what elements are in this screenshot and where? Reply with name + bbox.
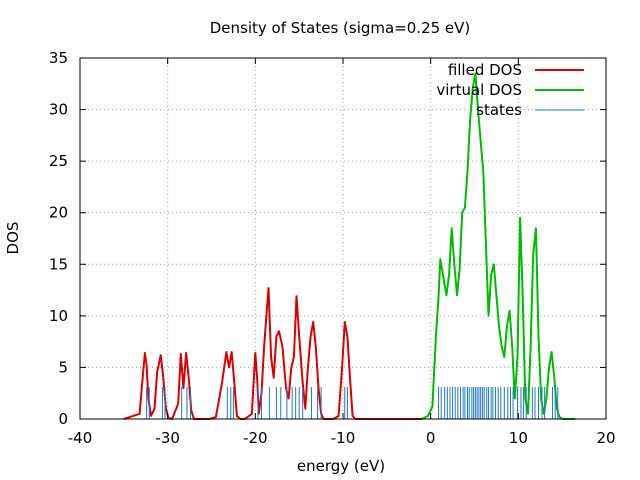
x-tick-label: 10	[509, 429, 528, 447]
y-tick-label: 0	[58, 410, 68, 428]
y-axis-label: DOS	[4, 222, 22, 255]
x-tick-label: -40	[68, 429, 93, 447]
y-tick-label: 5	[58, 358, 68, 376]
x-tick-label: -10	[331, 429, 356, 447]
y-tick-label: 25	[49, 152, 68, 170]
y-tick-label: 30	[49, 101, 68, 119]
axis-ticks: -40 -30 -20 -10 0 10 20 0 5 10 15 20 25 30 35	[49, 49, 616, 447]
x-tick-label: 20	[596, 429, 615, 447]
legend-label-states: states	[476, 101, 522, 119]
x-tick-label: 0	[426, 429, 436, 447]
x-tick-label: -20	[243, 429, 268, 447]
x-axis-label: energy (eV)	[297, 457, 385, 475]
x-tick-label: -30	[155, 429, 180, 447]
y-tick-label: 35	[49, 49, 68, 67]
y-tick-label: 15	[49, 255, 68, 273]
legend: filled DOS virtual DOS states	[436, 61, 584, 119]
plot-area	[123, 72, 576, 420]
chart-title: Density of States (sigma=0.25 eV)	[210, 19, 471, 37]
states-impulses	[146, 387, 559, 419]
filled-dos-line	[123, 287, 422, 420]
legend-label-filled-dos: filled DOS	[448, 61, 522, 79]
y-tick-label: 10	[49, 307, 68, 325]
legend-label-virtual-dos: virtual DOS	[436, 81, 522, 99]
y-tick-label: 20	[49, 204, 68, 222]
